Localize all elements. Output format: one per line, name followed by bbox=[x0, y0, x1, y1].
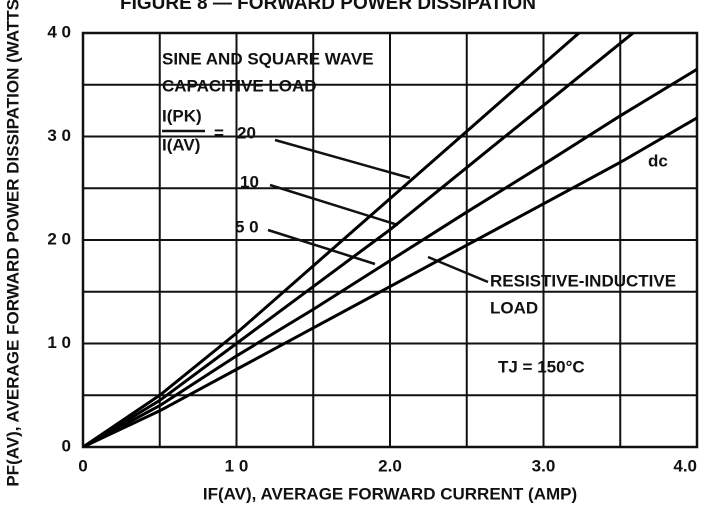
annotation: LOAD bbox=[490, 298, 538, 317]
x-tick-label: 0 bbox=[78, 456, 87, 475]
arrows bbox=[162, 129, 489, 284]
curve bbox=[83, 33, 636, 447]
y-tick-label: 4 0 bbox=[47, 22, 71, 41]
curve bbox=[83, 116, 697, 447]
y-tick-label: 2 0 bbox=[47, 229, 71, 248]
y-tick-label: 0 bbox=[62, 436, 71, 455]
curves bbox=[83, 33, 697, 447]
x-axis-label: IF(AV), AVERAGE FORWARD CURRENT (AMP) bbox=[203, 484, 577, 503]
series-label: 10 bbox=[240, 172, 259, 191]
x-tick-label: 3.0 bbox=[532, 456, 556, 475]
annotation: CAPACITIVE LOAD bbox=[162, 76, 317, 95]
annotation: I(AV) bbox=[162, 135, 200, 154]
y-tick-label: 1 0 bbox=[47, 333, 71, 352]
y-tick-label: 3 0 bbox=[47, 126, 71, 145]
chart-title: FIGURE 8 — FORWARD POWER DISSIPATION bbox=[120, 0, 536, 14]
y-axis-label: PF(AV), AVERAGE FORWARD POWER DISSIPATIO… bbox=[3, 0, 22, 487]
series-label: 20 bbox=[237, 123, 256, 142]
x-tick-label: 2.0 bbox=[378, 456, 402, 475]
annotation: = bbox=[214, 123, 224, 142]
annotation: RESISTIVE-INDUCTIVE bbox=[490, 271, 676, 290]
x-tick-label: 1 0 bbox=[225, 456, 249, 475]
annotation: TJ = 150°C bbox=[498, 357, 585, 376]
curve bbox=[83, 33, 582, 447]
annotation: I(PK) bbox=[162, 106, 202, 125]
x-tick-label: 4.0 bbox=[673, 456, 697, 475]
annotation: SINE AND SQUARE WAVE bbox=[162, 49, 374, 68]
curve bbox=[83, 67, 697, 447]
series-label: 5 0 bbox=[235, 217, 259, 236]
series-label: dc bbox=[648, 151, 668, 170]
